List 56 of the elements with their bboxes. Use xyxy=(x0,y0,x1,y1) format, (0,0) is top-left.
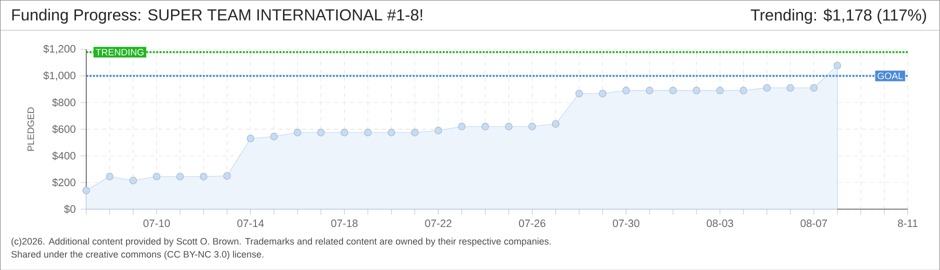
y-tick-label: $1,200 xyxy=(43,44,76,54)
x-tick-label: 8-11 xyxy=(898,219,918,227)
point xyxy=(176,172,184,180)
y-tick-label: $0 xyxy=(64,204,76,214)
point xyxy=(434,126,442,134)
ref-line-label: GOAL xyxy=(878,72,903,79)
point xyxy=(246,134,254,142)
point xyxy=(270,132,278,140)
point xyxy=(669,86,677,94)
text: Shared under the creative commons (CC BY-NC 3.0) license. xyxy=(11,250,264,260)
point xyxy=(575,90,583,98)
y-tick-label: $1,000 xyxy=(43,71,76,80)
point xyxy=(622,86,630,94)
point xyxy=(598,90,606,98)
point xyxy=(106,172,114,180)
x-tick-label: 07-22 xyxy=(425,219,452,227)
y-axis-title: PLEDGED xyxy=(27,107,34,151)
point xyxy=(223,172,231,180)
x-tick-label: 07-14 xyxy=(237,219,264,227)
text: (c)2026. Additional content provided by Scott O. Brown. Trademarks and related content are owned by their respective companies. xyxy=(12,238,551,246)
point xyxy=(692,86,700,94)
point xyxy=(552,120,560,128)
point xyxy=(716,86,724,94)
point xyxy=(504,122,512,130)
point xyxy=(763,84,771,92)
chart-title: Funding Progress: SUPER TEAM INTERNATIONAL #1-8! xyxy=(12,8,422,24)
point xyxy=(317,128,325,136)
x-tick-label: 08-07 xyxy=(800,219,827,227)
point xyxy=(528,122,536,130)
point xyxy=(152,172,160,180)
y-tick-label: $400 xyxy=(52,151,76,160)
chart-subtitle: Trending: $1,178 (117%) xyxy=(750,8,926,24)
point xyxy=(458,122,466,130)
point xyxy=(129,176,137,184)
point xyxy=(810,84,818,92)
x-tick-label: 07-26 xyxy=(518,219,546,227)
point xyxy=(411,128,419,136)
point xyxy=(294,128,302,136)
ref-line-label: TRENDING xyxy=(96,48,144,56)
x-tick-label: 07-10 xyxy=(143,219,170,227)
point xyxy=(740,86,748,94)
point xyxy=(388,128,396,136)
x-tick-label: 07-30 xyxy=(612,219,640,227)
point xyxy=(200,172,208,180)
y-tick-label: $600 xyxy=(52,124,76,134)
point xyxy=(786,84,794,92)
point xyxy=(834,62,842,70)
x-tick-label: 08-03 xyxy=(706,219,734,227)
point xyxy=(340,128,348,136)
x-tick-label: 07-18 xyxy=(331,219,358,227)
y-tick-label: $800 xyxy=(52,98,76,107)
y-tick-label: $200 xyxy=(52,178,76,187)
point xyxy=(82,186,90,194)
point xyxy=(646,86,654,94)
point xyxy=(482,122,489,130)
point xyxy=(364,128,372,136)
